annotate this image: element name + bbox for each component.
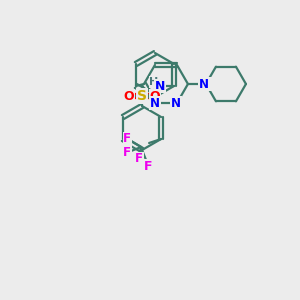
Text: N: N — [201, 77, 211, 91]
Text: O: O — [150, 89, 160, 103]
Text: N: N — [155, 80, 165, 92]
Text: N: N — [150, 97, 160, 110]
Text: F: F — [123, 133, 131, 146]
Text: S: S — [137, 89, 147, 103]
Text: N: N — [199, 77, 209, 91]
Text: F: F — [123, 146, 131, 160]
Text: F: F — [144, 160, 152, 172]
Text: F: F — [135, 152, 143, 166]
Text: N: N — [171, 97, 181, 110]
Text: O: O — [124, 89, 134, 103]
Text: H: H — [149, 77, 159, 87]
